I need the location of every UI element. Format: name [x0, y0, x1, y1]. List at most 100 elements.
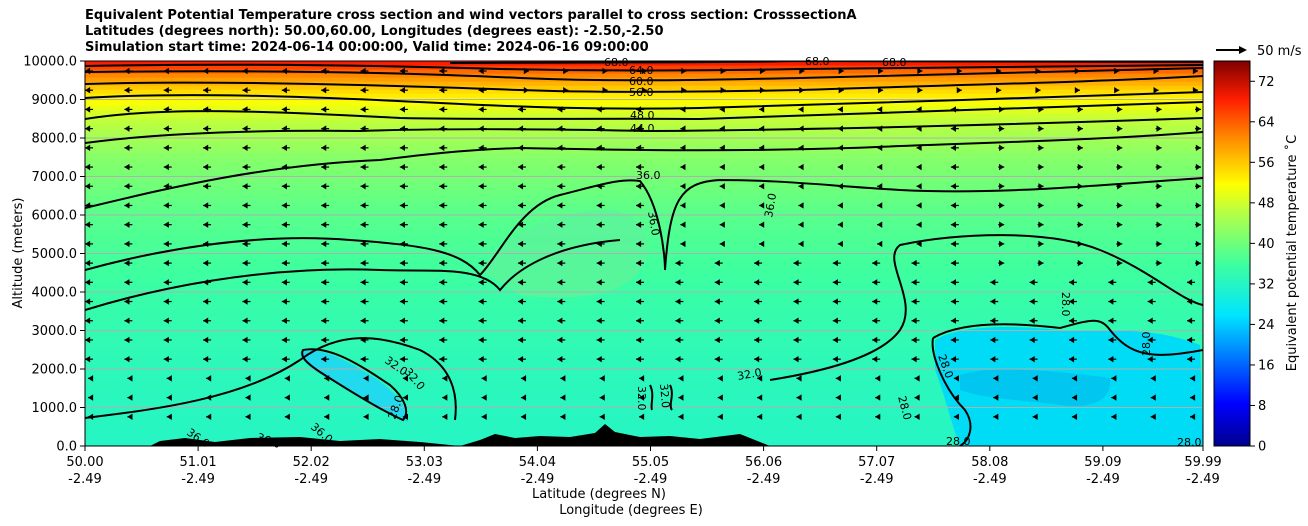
wind-arrow-icon: [717, 394, 723, 401]
wind-arrow-icon: [439, 106, 448, 113]
wind-arrow-icon: [911, 317, 920, 324]
wind-arrow-icon: [1195, 221, 1201, 228]
wind-arrow-icon: [639, 394, 645, 401]
wind-arrow-icon: [242, 163, 251, 171]
wind-arrow-icon: [599, 375, 605, 382]
wind-arrow-icon: [163, 336, 172, 344]
y-axis-label: Altitude (meters): [11, 198, 26, 309]
contour-label-28-b: 28.0: [1059, 292, 1072, 317]
wind-arrow-icon: [321, 163, 330, 171]
theta-band: [85, 409, 1203, 415]
wind-arrow-icon: [281, 221, 290, 228]
colorbar-tick-label: 40: [1258, 237, 1275, 252]
wind-arrow-icon: [324, 375, 330, 382]
wind-arrow-icon: [1037, 259, 1044, 267]
wind-arrow-icon: [360, 221, 369, 228]
contour-label-64: 64.0: [629, 64, 654, 77]
y-tick-label: 9000.0: [32, 93, 78, 108]
wind-arrow-icon: [675, 298, 684, 305]
wind-arrow-icon: [636, 240, 644, 248]
x-tick-label-lat: 57.07: [858, 455, 895, 470]
wind-arrow-icon: [675, 317, 684, 324]
wind-arrow-icon: [557, 144, 566, 152]
wind-arrow-icon: [1029, 355, 1038, 363]
wind-arrow-icon: [399, 183, 408, 190]
wind-arrow-icon: [799, 67, 805, 75]
x-tick-label-lat: 54.04: [519, 455, 556, 470]
theta-band: [85, 281, 1203, 287]
wind-arrow-icon: [1071, 394, 1078, 401]
wind-arrow-icon: [798, 125, 804, 132]
wind-arrow-icon: [284, 413, 290, 420]
wind-arrow-icon: [560, 413, 566, 420]
theta-band: [85, 273, 1203, 279]
x-tick-label-lon: -2.49: [747, 472, 781, 487]
contour-label-32-e: 32.0: [736, 366, 762, 383]
wind-arrow-icon: [596, 221, 605, 228]
wind-arrow-icon: [324, 413, 330, 420]
wind-arrow-icon: [399, 106, 408, 113]
x-tick-label-lat: 59.99: [1184, 455, 1221, 470]
wind-arrow-icon: [719, 163, 725, 171]
x-tick-label-lon: -2.49: [1086, 472, 1120, 487]
wind-arrow-icon: [321, 221, 330, 228]
theta-band: [85, 113, 1203, 118]
y-tick-label: 1000.0: [32, 401, 78, 416]
wind-arrow-icon: [557, 259, 566, 267]
wind-arrow-icon: [680, 144, 686, 152]
wind-arrow-icon: [242, 125, 251, 132]
contour-36: [85, 177, 1203, 277]
wind-arrow-icon: [680, 106, 686, 113]
x-tick-label-lat: 51.01: [179, 455, 216, 470]
colorbar: 0 8 16 24 32 40 48 56 64 72 Equivalent potential …: [1213, 60, 1300, 455]
wind-arrow-icon: [124, 202, 133, 209]
wind-arrow-icon: [950, 279, 959, 286]
wind-arrow-icon: [321, 87, 330, 94]
x-tick-label-lat: 53.03: [406, 455, 443, 470]
wind-arrow-icon: [798, 183, 804, 190]
wind-arrow-icon: [88, 394, 94, 401]
wind-arrow-icon: [636, 144, 644, 152]
wind-arrow-icon: [242, 279, 251, 286]
x-axis-label-lon: Longitude (degrees E): [559, 503, 703, 518]
y-tick-label: 7000.0: [32, 170, 78, 185]
wind-arrow-icon: [872, 336, 881, 344]
wind-arrow-icon: [1150, 394, 1156, 401]
theta-band: [85, 381, 1203, 387]
wind-arrow-icon: [757, 413, 763, 420]
theta-band: [85, 357, 1203, 363]
wind-arrow-icon: [517, 279, 526, 286]
wind-arrow-icon: [363, 375, 369, 382]
wind-arrow-icon: [557, 336, 566, 344]
wind-arrow-icon: [557, 183, 566, 190]
wind-arrow-icon: [1153, 67, 1159, 75]
wind-arrow-icon: [596, 355, 605, 363]
wind-arrow-icon: [714, 317, 723, 324]
contour-label-60: 60.0: [629, 75, 654, 88]
wind-arrow-icon: [759, 240, 765, 248]
wind-arrow-icon: [163, 144, 172, 152]
theta-band: [85, 109, 1203, 114]
wind-arrow-icon: [636, 259, 644, 267]
wind-arrow-icon: [714, 279, 723, 286]
y-tick-label: 0.0: [56, 440, 77, 455]
wind-arrow-icon: [911, 355, 920, 363]
wind-arrow-icon: [798, 144, 804, 152]
wind-arrow-icon: [1190, 375, 1196, 382]
wind-arrow-icon: [1147, 317, 1156, 324]
wind-arrow-icon: [1192, 67, 1198, 75]
wind-arrow-icon: [681, 67, 687, 75]
y-axis: 0.0 1000.0 2000.0 3000.0 4000.0 5000.0 6000.0 7…: [23, 55, 85, 455]
wind-arrow-icon: [360, 125, 369, 132]
contour-60: [85, 67, 1203, 82]
theta-band: [85, 405, 1203, 411]
contour-28-c: [931, 337, 972, 446]
wind-arrow-icon: [678, 375, 684, 382]
contour-label-28-g: 28.0: [1177, 436, 1202, 449]
theta-band: [85, 269, 1203, 275]
wind-arrow-icon: [872, 298, 881, 305]
wind-arrow-icon: [1071, 375, 1078, 382]
contour-label-36-a: 36.0: [636, 169, 661, 182]
wind-arrow-icon: [678, 394, 684, 401]
